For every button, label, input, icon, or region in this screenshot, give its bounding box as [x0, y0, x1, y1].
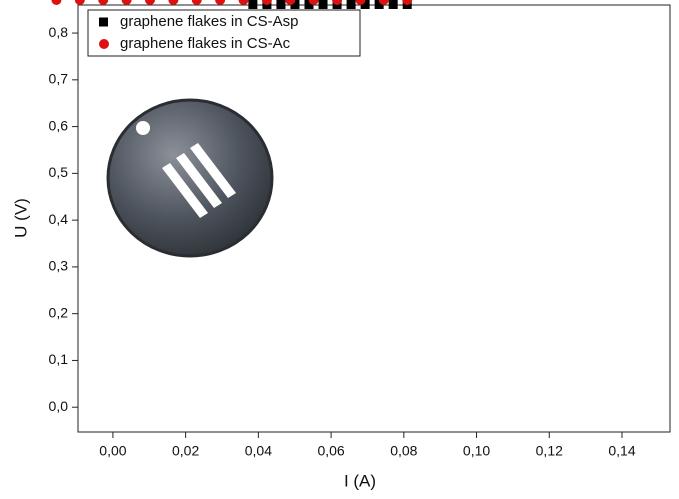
- data-point: [75, 0, 85, 5]
- y-tick-label: 0,6: [49, 117, 69, 133]
- x-tick-label: 0,08: [390, 443, 417, 459]
- data-point: [192, 0, 202, 5]
- data-point: [347, 0, 356, 9]
- legend-marker: [99, 39, 109, 49]
- x-tick-label: 0,00: [99, 443, 126, 459]
- y-tick-label: 0,2: [49, 304, 69, 320]
- data-point: [248, 0, 257, 9]
- data-point: [276, 0, 285, 9]
- x-tick-label: 0,04: [245, 443, 272, 459]
- y-tick-label: 0,4: [49, 211, 69, 227]
- y-tick-label: 0,0: [49, 398, 69, 414]
- x-tick-label: 0,02: [172, 443, 199, 459]
- y-axis-label: U (V): [11, 198, 30, 238]
- x-tick-label: 0,14: [608, 443, 635, 459]
- chart: I (A) U (V) 0,00 0,02 0,04 0,06 0,08 0,10 0,12…: [0, 0, 679, 494]
- y-tick-label: 0,8: [49, 24, 69, 40]
- data-point: [389, 0, 398, 9]
- data-point: [168, 0, 178, 5]
- data-point: [122, 0, 132, 5]
- data-point: [98, 0, 108, 5]
- data-point: [215, 0, 225, 5]
- data-point: [51, 0, 61, 5]
- legend-label: graphene flakes in CS-Asp: [120, 13, 298, 30]
- x-axis-label: I (A): [344, 471, 376, 490]
- y-tick-label: 0,5: [49, 164, 69, 180]
- y-tick-label: 0,7: [49, 71, 69, 87]
- data-point: [145, 0, 155, 5]
- data-point: [319, 0, 328, 9]
- x-tick-label: 0,10: [463, 443, 490, 459]
- x-tick-label: 0,06: [317, 443, 344, 459]
- legend-label: graphene flakes in CS-Ac: [120, 35, 291, 52]
- y-tick-label: 0,1: [49, 351, 69, 367]
- y-tick-label: 0,3: [49, 258, 69, 274]
- sample-photo: [108, 100, 272, 256]
- legend-marker: [99, 18, 108, 27]
- x-tick-label: 0,12: [536, 443, 563, 459]
- data-point: [239, 0, 249, 5]
